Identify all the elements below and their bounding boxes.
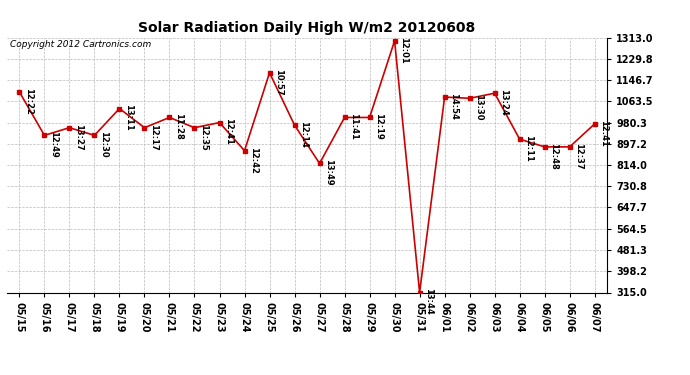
Text: 12:30: 12:30 (99, 131, 108, 158)
Text: 13:27: 13:27 (74, 123, 83, 150)
Text: 12:19: 12:19 (374, 113, 383, 140)
Text: 13:49: 13:49 (324, 159, 333, 186)
Text: 12:14: 12:14 (299, 121, 308, 148)
Text: 12:41: 12:41 (599, 120, 608, 147)
Text: 12:37: 12:37 (574, 143, 583, 170)
Text: 12:22: 12:22 (23, 88, 32, 115)
Text: 13:24: 13:24 (499, 89, 508, 116)
Text: 13:30: 13:30 (474, 94, 483, 121)
Text: 12:48: 12:48 (549, 143, 558, 170)
Text: 12:01: 12:01 (399, 37, 408, 63)
Text: 11:41: 11:41 (348, 113, 357, 140)
Text: 12:49: 12:49 (48, 131, 57, 158)
Text: 12:35: 12:35 (199, 123, 208, 150)
Title: Solar Radiation Daily High W/m2 20120608: Solar Radiation Daily High W/m2 20120608 (139, 21, 475, 35)
Text: 13:44: 13:44 (424, 288, 433, 315)
Text: 13:11: 13:11 (124, 104, 132, 131)
Text: Copyright 2012 Cartronics.com: Copyright 2012 Cartronics.com (10, 40, 151, 49)
Text: 12:42: 12:42 (248, 147, 257, 173)
Text: 10:57: 10:57 (274, 69, 283, 95)
Text: 12:41: 12:41 (224, 118, 233, 145)
Text: 11:28: 11:28 (174, 113, 183, 140)
Text: 12:11: 12:11 (524, 135, 533, 162)
Text: 12:17: 12:17 (148, 123, 157, 150)
Text: 14:54: 14:54 (448, 93, 457, 120)
